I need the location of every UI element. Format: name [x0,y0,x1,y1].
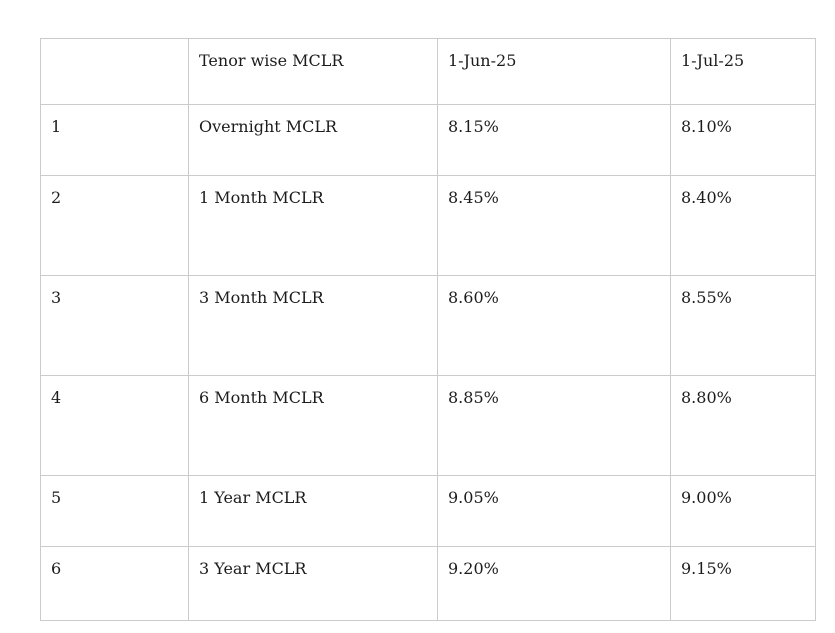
cell-sno: 4 [40,375,189,476]
cell-jun-rate: 8.15% [437,104,671,176]
cell-jun-rate: 9.20% [437,546,671,621]
cell-jul-rate: 8.80% [670,375,816,476]
header-cell-jul: 1-Jul-25 [670,38,816,105]
cell-sno: 3 [40,275,189,376]
cell-tenor: 3 Year MCLR [188,546,438,621]
cell-sno: 1 [40,104,189,176]
table-row: 1 Overnight MCLR 8.15% 8.10% [40,104,816,176]
cell-jul-rate: 8.55% [670,275,816,376]
cell-jun-rate: 8.85% [437,375,671,476]
table-row: 3 3 Month MCLR 8.60% 8.55% [40,275,816,376]
cell-tenor: 1 Month MCLR [188,175,438,276]
cell-jul-rate: 9.15% [670,546,816,621]
cell-jul-rate: 8.10% [670,104,816,176]
cell-tenor: Overnight MCLR [188,104,438,176]
cell-jul-rate: 8.40% [670,175,816,276]
table-row: 2 1 Month MCLR 8.45% 8.40% [40,175,816,276]
header-cell-jun: 1-Jun-25 [437,38,671,105]
cell-tenor: 3 Month MCLR [188,275,438,376]
cell-tenor: 6 Month MCLR [188,375,438,476]
cell-sno: 2 [40,175,189,276]
cell-jun-rate: 8.60% [437,275,671,376]
cell-jun-rate: 8.45% [437,175,671,276]
cell-jul-rate: 9.00% [670,475,816,547]
table-row: 6 3 Year MCLR 9.20% 9.15% [40,546,816,621]
table-row: 4 6 Month MCLR 8.85% 8.80% [40,375,816,476]
header-cell-tenor: Tenor wise MCLR [188,38,438,105]
cell-jun-rate: 9.05% [437,475,671,547]
table-row: 5 1 Year MCLR 9.05% 9.00% [40,475,816,547]
table-header-row: Tenor wise MCLR 1-Jun-25 1-Jul-25 [40,38,816,105]
cell-tenor: 1 Year MCLR [188,475,438,547]
mclr-rates-table: Tenor wise MCLR 1-Jun-25 1-Jul-25 1 Over… [40,38,816,621]
cell-sno: 5 [40,475,189,547]
cell-sno: 6 [40,546,189,621]
header-cell-sno [40,38,189,105]
